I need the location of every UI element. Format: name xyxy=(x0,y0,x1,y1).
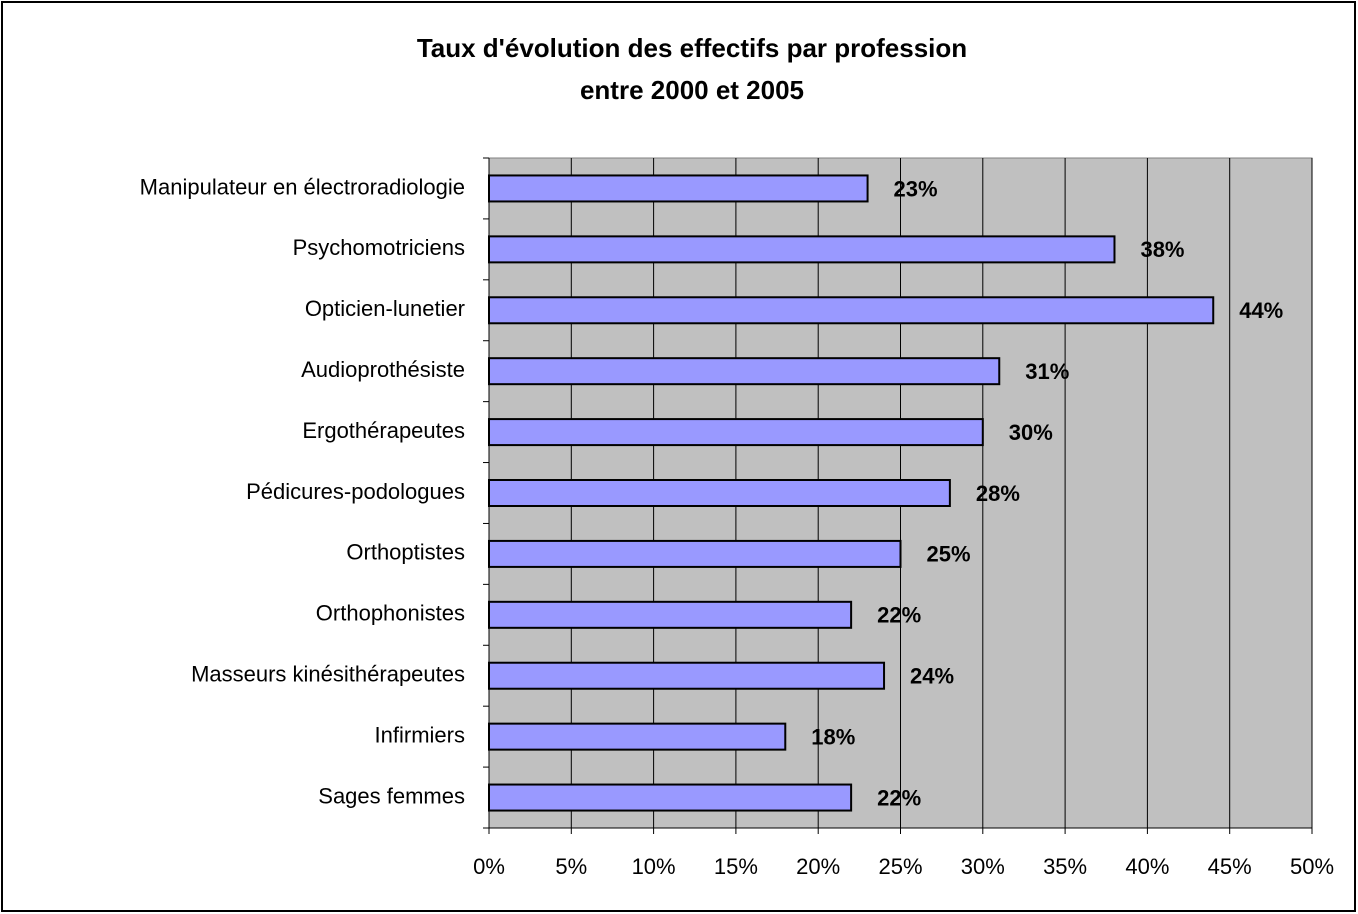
y-tick-label: Pédicures-podologues xyxy=(246,479,465,504)
x-tick-label: 25% xyxy=(878,854,922,879)
x-tick-label: 0% xyxy=(473,854,505,879)
bar xyxy=(488,357,1001,386)
value-label: 31% xyxy=(1025,359,1069,384)
x-tick-label: 40% xyxy=(1125,854,1169,879)
value-label: 22% xyxy=(877,603,921,628)
x-tick-label: 30% xyxy=(961,854,1005,879)
chart-title: Taux d'évolution des effectifs par profe… xyxy=(417,33,967,63)
chart-title: entre 2000 et 2005 xyxy=(580,75,804,105)
value-label: 38% xyxy=(1140,237,1184,262)
x-tick-label: 50% xyxy=(1290,854,1334,879)
x-tick-label: 35% xyxy=(1043,854,1087,879)
bar xyxy=(488,661,886,690)
y-tick-label: Opticien-lunetier xyxy=(305,296,465,321)
y-tick-label: Ergothérapeutes xyxy=(302,418,465,443)
y-tick-label: Orthoptistes xyxy=(346,540,465,565)
value-label: 23% xyxy=(894,176,938,201)
value-label: 30% xyxy=(1009,420,1053,445)
bar xyxy=(488,418,984,447)
x-tick-label: 20% xyxy=(796,854,840,879)
value-label: 28% xyxy=(976,481,1020,506)
bar xyxy=(488,600,853,629)
bar xyxy=(488,722,787,751)
y-tick-label: Masseurs kinésithérapeutes xyxy=(191,662,465,687)
x-tick-label: 10% xyxy=(632,854,676,879)
bar xyxy=(488,235,1116,264)
y-tick-label: Audioprothésiste xyxy=(301,357,465,382)
value-label: 22% xyxy=(877,785,921,810)
y-tick-label: Manipulateur en électroradiologie xyxy=(140,174,465,199)
y-tick-label: Infirmiers xyxy=(375,722,465,747)
x-tick-label: 45% xyxy=(1208,854,1252,879)
bar xyxy=(488,296,1215,325)
value-label: 18% xyxy=(811,724,855,749)
bar xyxy=(488,174,869,203)
value-label: 44% xyxy=(1239,298,1283,323)
bar xyxy=(488,783,853,812)
value-label: 25% xyxy=(926,542,970,567)
x-tick-label: 5% xyxy=(555,854,587,879)
y-tick-label: Psychomotriciens xyxy=(293,235,465,260)
y-tick-label: Orthophonistes xyxy=(316,601,465,626)
bar xyxy=(488,539,902,568)
value-label: 24% xyxy=(910,664,954,689)
x-tick-label: 15% xyxy=(714,854,758,879)
y-tick-label: Sages femmes xyxy=(318,783,465,808)
bar xyxy=(488,479,951,507)
